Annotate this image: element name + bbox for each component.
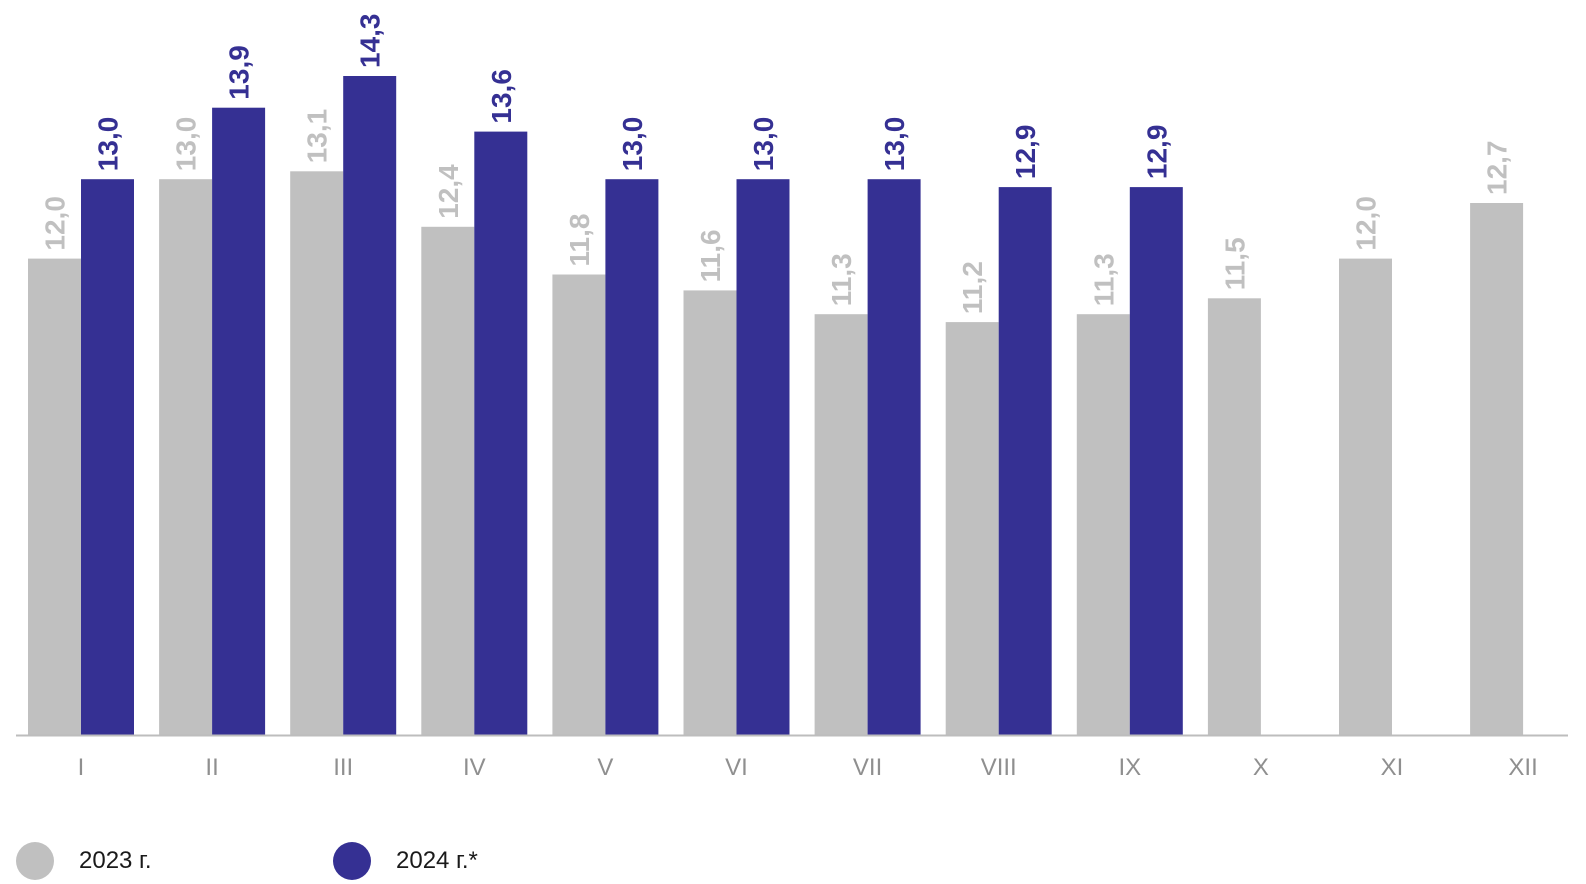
bar-2023-XI <box>1339 258 1392 735</box>
data-label-2023-VII: 11,3 <box>826 253 857 306</box>
data-label-2024-I: 13,0 <box>93 117 124 172</box>
bar-2024-III <box>343 76 397 735</box>
x-tick-label-II: II <box>205 754 218 781</box>
x-tick-label-VI: VI <box>725 754 748 781</box>
bar-2024-VI <box>736 179 790 735</box>
bar-2023-XII <box>1470 203 1524 735</box>
x-tick-label-VII: VII <box>853 754 882 781</box>
x-tick-label-V: V <box>597 754 613 781</box>
data-label-2023-II: 13,0 <box>171 117 202 172</box>
data-label-2023-VIII: 11,2 <box>957 261 988 314</box>
bar-2024-IV <box>474 131 528 736</box>
x-tick-label-III: III <box>333 754 353 781</box>
bar-2023-IX <box>1076 314 1130 735</box>
bar-2023-II <box>159 179 213 735</box>
bar-2023-VI <box>683 290 737 735</box>
bar-2023-III <box>290 171 344 736</box>
data-label-2023-III: 13,1 <box>302 109 333 164</box>
x-tick-label-VIII: VIII <box>981 754 1017 781</box>
bar-2024-VII <box>867 179 921 735</box>
data-label-2024-V: 13,0 <box>617 117 648 172</box>
data-label-2023-IV: 12,4 <box>433 164 464 219</box>
data-label-2023-I: 12,0 <box>40 196 71 251</box>
data-label-2024-VII: 13,0 <box>879 117 910 172</box>
data-label-2023-V: 11,8 <box>564 214 595 267</box>
data-label-2023-XI: 12,0 <box>1351 196 1382 251</box>
bar-2023-IV <box>421 226 475 736</box>
data-label-2024-VI: 13,0 <box>748 117 779 172</box>
legend-swatch-2023 <box>16 842 54 880</box>
data-label-2023-XII: 12,7 <box>1482 141 1513 196</box>
legend-item-2023: 2023 г. <box>16 842 152 880</box>
bar-2024-II <box>212 107 266 735</box>
legend-label-2024: 2024 г.* <box>396 847 478 874</box>
x-tick-label-X: X <box>1253 754 1269 781</box>
x-tick-labels-group: I II III IV V VI VII VIII IX X XI XII <box>78 754 1538 781</box>
bars-group <box>28 76 1524 736</box>
x-tick-label-I: I <box>78 754 85 781</box>
data-labels-group: 12,0 13,0 13,0 13,9 13,1 14,3 12,4 13,6 11,8 13,0… <box>40 14 1513 315</box>
x-tick-label-IV: IV <box>463 754 486 781</box>
legend-swatch-2024 <box>333 842 371 880</box>
bar-2023-I <box>28 258 81 735</box>
data-label-2024-II: 13,9 <box>224 45 255 100</box>
bar-2024-IX <box>1129 187 1183 736</box>
bar-2023-V <box>552 274 606 735</box>
bar-2023-VII <box>814 314 868 735</box>
bar-2023-VIII <box>945 322 999 735</box>
bar-2024-I <box>81 179 134 735</box>
legend-label-2023: 2023 г. <box>79 847 152 874</box>
data-label-2023-IX: 11,3 <box>1088 253 1119 306</box>
data-label-2023-VI: 11,6 <box>695 229 726 282</box>
data-label-2024-IX: 12,9 <box>1141 125 1172 180</box>
x-tick-label-IX: IX <box>1118 754 1141 781</box>
bar-2024-V <box>605 179 659 735</box>
x-tick-label-XII: XII <box>1508 754 1537 781</box>
data-label-2023-X: 11,5 <box>1219 237 1250 290</box>
bar-chart: 12,0 13,0 13,0 13,9 13,1 14,3 12,4 13,6 11,8 13,0… <box>16 14 1568 781</box>
x-tick-label-XI: XI <box>1381 754 1404 781</box>
data-label-2024-VIII: 12,9 <box>1010 125 1041 180</box>
bar-2023-X <box>1207 298 1261 735</box>
data-label-2024-III: 14,3 <box>355 14 386 69</box>
legend-item-2024: 2024 г.* <box>333 842 478 880</box>
data-label-2024-IV: 13,6 <box>486 69 517 124</box>
bar-2024-VIII <box>998 187 1052 736</box>
